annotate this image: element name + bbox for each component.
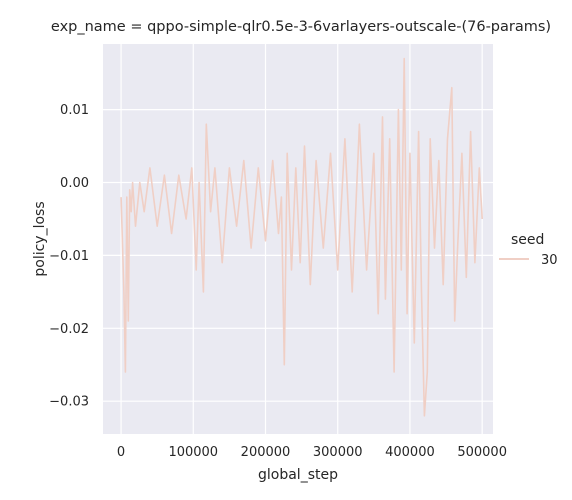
x-tick-label: 300000	[313, 445, 363, 460]
plot-area	[103, 44, 493, 434]
x-tick-label: 400000	[385, 445, 435, 460]
chart-title: exp_name = qppo-simple-qlr0.5e-3-6varlay…	[51, 19, 551, 35]
y-axis-title: policy_loss	[32, 201, 48, 276]
legend-title: seed	[511, 232, 544, 248]
y-tick-label: 0.01	[60, 103, 89, 118]
x-tick-label: 0	[117, 445, 125, 460]
y-tick-label: −0.01	[49, 249, 89, 264]
y-tick-label: 0.00	[60, 176, 89, 191]
series-line-30	[120, 57, 483, 417]
legend: seed 30	[499, 232, 558, 268]
x-tick-label: 100000	[168, 445, 218, 460]
y-tick-label: −0.02	[49, 322, 89, 337]
y-tick-label: −0.03	[49, 395, 89, 410]
x-axis-title: global_step	[258, 467, 338, 483]
x-tick-label: 200000	[241, 445, 291, 460]
legend-label: 30	[541, 253, 558, 268]
x-tick-label: 500000	[457, 445, 507, 460]
